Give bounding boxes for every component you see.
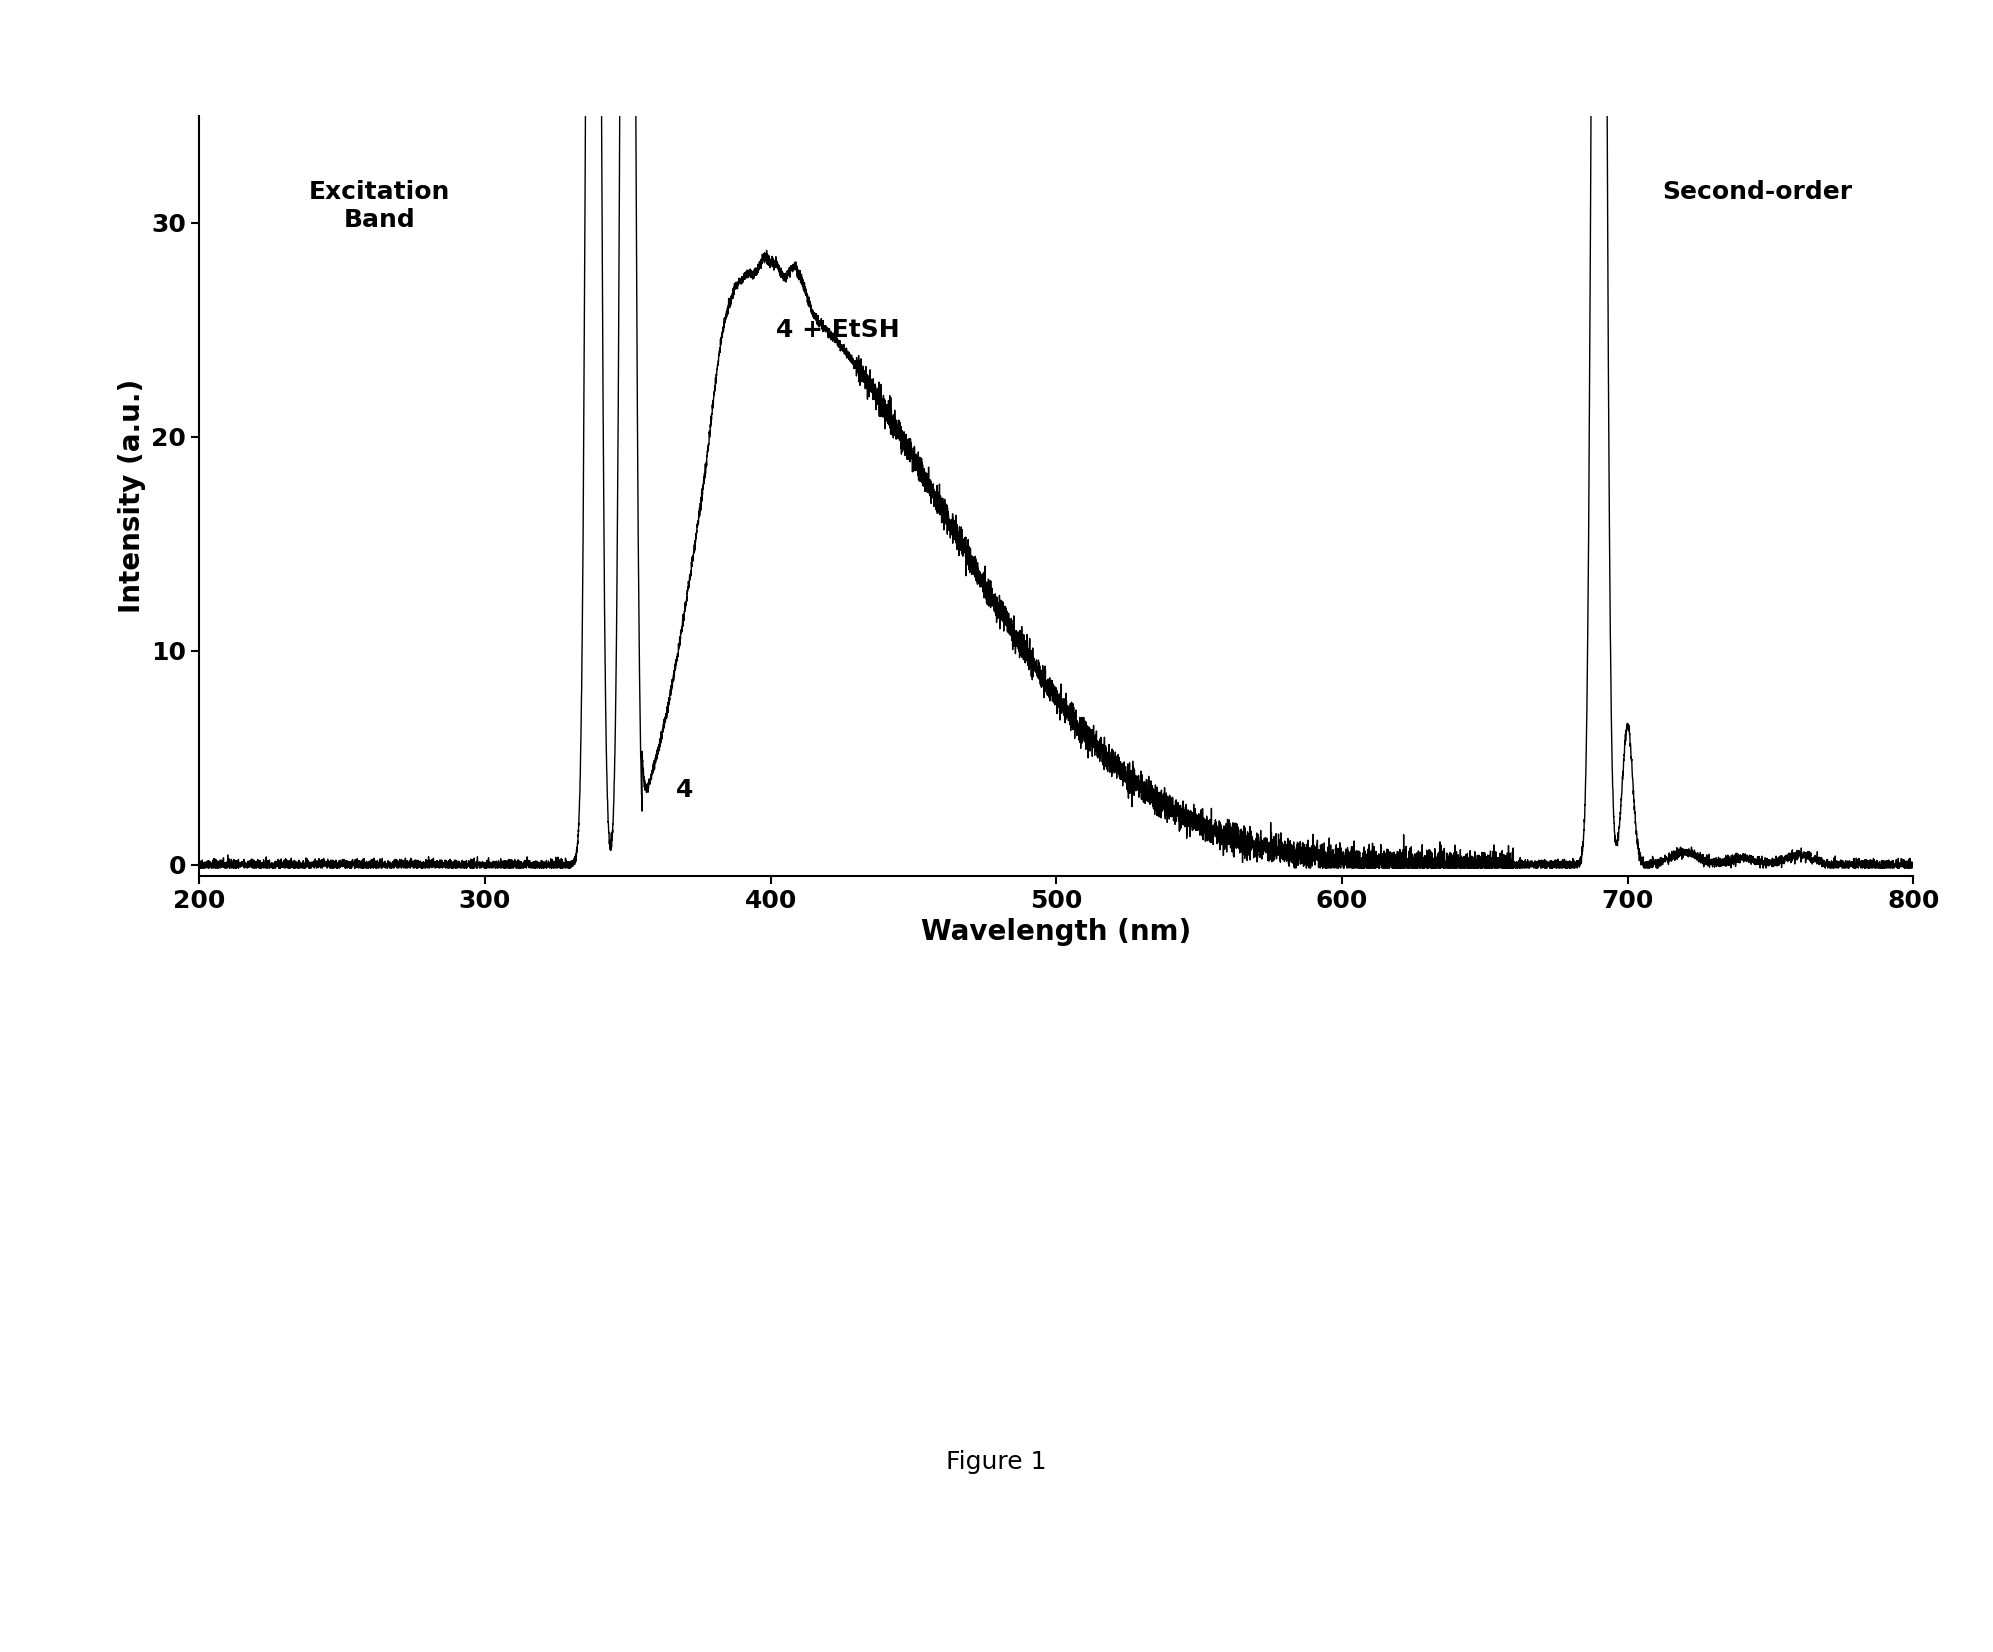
Text: 4: 4 [676, 778, 694, 801]
Text: Second-order: Second-order [1662, 180, 1851, 203]
Text: Excitation
Band: Excitation Band [309, 180, 450, 231]
Text: Figure 1: Figure 1 [947, 1450, 1046, 1474]
Text: 4 + EtSH: 4 + EtSH [777, 317, 901, 342]
Y-axis label: Intensity (a.u.): Intensity (a.u.) [118, 378, 145, 613]
X-axis label: Wavelength (nm): Wavelength (nm) [921, 919, 1192, 947]
